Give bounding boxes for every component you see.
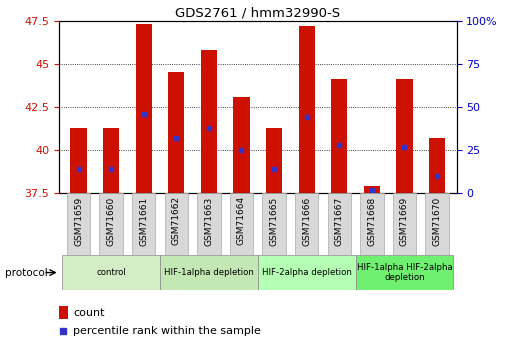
- FancyBboxPatch shape: [165, 193, 188, 255]
- Bar: [331, 79, 347, 193]
- Text: GSM71670: GSM71670: [432, 196, 442, 246]
- Bar: [396, 79, 412, 193]
- Text: GSM71669: GSM71669: [400, 196, 409, 246]
- FancyBboxPatch shape: [67, 193, 90, 255]
- FancyBboxPatch shape: [295, 193, 319, 255]
- FancyBboxPatch shape: [230, 193, 253, 255]
- Bar: [233, 97, 250, 193]
- Bar: [429, 138, 445, 193]
- Text: GSM71663: GSM71663: [204, 196, 213, 246]
- Text: GSM71668: GSM71668: [367, 196, 377, 246]
- Text: GSM71660: GSM71660: [107, 196, 115, 246]
- Text: GSM71662: GSM71662: [172, 196, 181, 245]
- FancyBboxPatch shape: [262, 193, 286, 255]
- FancyBboxPatch shape: [197, 193, 221, 255]
- Bar: [266, 128, 282, 193]
- Bar: [201, 50, 217, 193]
- FancyBboxPatch shape: [356, 255, 453, 290]
- FancyBboxPatch shape: [62, 255, 160, 290]
- Text: GSM71661: GSM71661: [139, 196, 148, 246]
- FancyBboxPatch shape: [100, 193, 123, 255]
- FancyBboxPatch shape: [258, 255, 356, 290]
- Text: percentile rank within the sample: percentile rank within the sample: [73, 326, 261, 335]
- FancyBboxPatch shape: [425, 193, 449, 255]
- Bar: [135, 24, 152, 193]
- Text: HIF-1alpha HIF-2alpha
depletion: HIF-1alpha HIF-2alpha depletion: [357, 263, 452, 282]
- FancyBboxPatch shape: [360, 193, 384, 255]
- Bar: [103, 128, 120, 193]
- FancyBboxPatch shape: [327, 193, 351, 255]
- Title: GDS2761 / hmm32990-S: GDS2761 / hmm32990-S: [175, 7, 340, 20]
- Text: GSM71665: GSM71665: [269, 196, 279, 246]
- FancyBboxPatch shape: [132, 193, 155, 255]
- Text: control: control: [96, 268, 126, 277]
- Text: GSM71659: GSM71659: [74, 196, 83, 246]
- Bar: [70, 128, 87, 193]
- Bar: [364, 186, 380, 193]
- Text: count: count: [73, 308, 105, 317]
- FancyBboxPatch shape: [392, 193, 416, 255]
- Text: GSM71667: GSM71667: [335, 196, 344, 246]
- Text: HIF-1alpha depletion: HIF-1alpha depletion: [164, 268, 254, 277]
- Bar: [59, 306, 68, 319]
- Text: GSM71666: GSM71666: [302, 196, 311, 246]
- Bar: [299, 26, 315, 193]
- Text: HIF-2alpha depletion: HIF-2alpha depletion: [262, 268, 351, 277]
- Bar: [168, 72, 185, 193]
- Text: protocol: protocol: [5, 268, 48, 277]
- FancyBboxPatch shape: [160, 255, 258, 290]
- Text: GSM71664: GSM71664: [237, 196, 246, 245]
